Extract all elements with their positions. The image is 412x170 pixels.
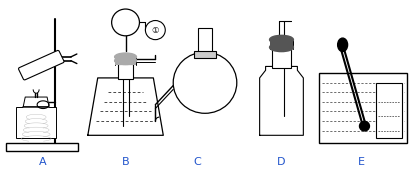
Bar <box>272 49 291 68</box>
Circle shape <box>112 9 139 36</box>
Circle shape <box>360 121 370 131</box>
Text: ①: ① <box>152 26 159 35</box>
Bar <box>194 51 216 58</box>
Polygon shape <box>23 97 49 107</box>
Ellipse shape <box>115 57 136 65</box>
Text: D: D <box>277 157 286 167</box>
FancyBboxPatch shape <box>19 50 64 80</box>
Circle shape <box>145 21 165 40</box>
Ellipse shape <box>115 53 136 61</box>
Circle shape <box>52 56 58 62</box>
Text: C: C <box>193 157 201 167</box>
Bar <box>376 83 402 138</box>
Bar <box>319 73 407 143</box>
Bar <box>198 28 212 55</box>
Bar <box>6 143 78 151</box>
Ellipse shape <box>269 43 293 52</box>
Bar <box>117 64 133 79</box>
Text: E: E <box>358 157 365 167</box>
Polygon shape <box>260 66 303 135</box>
Bar <box>16 107 56 138</box>
Polygon shape <box>88 78 163 135</box>
Ellipse shape <box>338 38 348 52</box>
Text: A: A <box>39 157 47 167</box>
Ellipse shape <box>269 35 293 44</box>
Bar <box>115 57 136 65</box>
Bar <box>269 40 293 49</box>
Text: B: B <box>122 157 129 167</box>
Circle shape <box>173 52 237 113</box>
